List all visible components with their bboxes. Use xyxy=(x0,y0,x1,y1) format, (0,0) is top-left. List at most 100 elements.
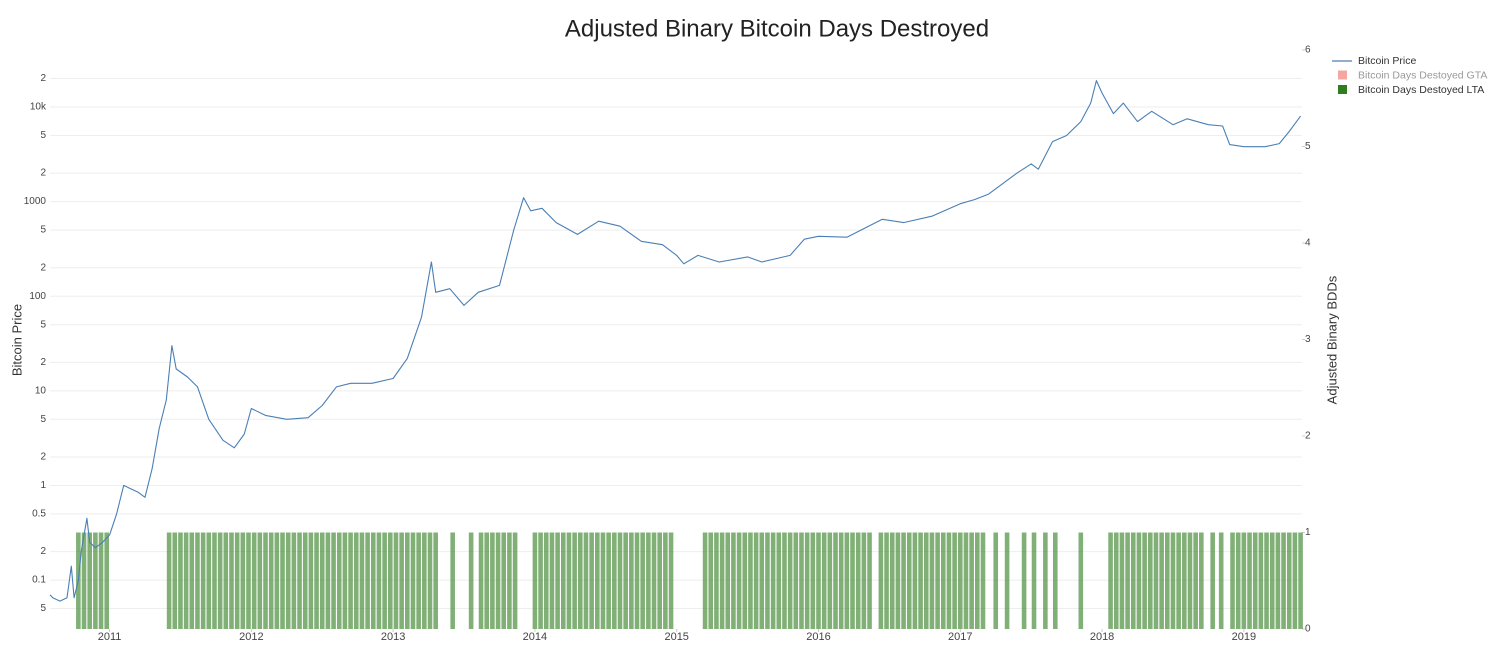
bar xyxy=(850,532,855,629)
bar xyxy=(1136,532,1142,629)
y-tick-label: 1 xyxy=(40,480,46,491)
x-tick-label: 2013 xyxy=(381,631,405,643)
bar xyxy=(1182,532,1187,629)
legend-label: Bitcoin Days Destoyed GTA xyxy=(1358,69,1487,81)
y-tick-label: 0.1 xyxy=(32,575,46,586)
bar xyxy=(183,532,189,629)
bar xyxy=(895,532,901,629)
y2-tick-label: 4 xyxy=(1305,238,1311,249)
bar xyxy=(285,532,291,629)
bar xyxy=(308,532,314,629)
legend-swatch xyxy=(1338,70,1347,80)
bar xyxy=(640,532,645,629)
bar xyxy=(912,532,918,629)
y-tick-label: 10k xyxy=(30,102,47,113)
bar xyxy=(200,532,206,629)
bar xyxy=(657,532,662,629)
bar xyxy=(1275,532,1281,629)
bar xyxy=(81,532,87,629)
y2-tick-label: 0 xyxy=(1305,624,1311,635)
x-tick-label: 2016 xyxy=(806,631,830,643)
bar xyxy=(1269,532,1275,629)
bar xyxy=(353,532,359,629)
bar xyxy=(206,532,212,629)
bar xyxy=(963,532,969,629)
y2-tick-label: 2 xyxy=(1305,431,1311,442)
y-tick-label: 2 xyxy=(40,357,46,368)
bar xyxy=(1052,532,1058,629)
bar xyxy=(612,532,617,629)
bar xyxy=(940,532,946,629)
bar xyxy=(742,532,748,629)
bar xyxy=(583,532,589,629)
bar xyxy=(543,532,549,629)
bar xyxy=(410,532,416,629)
bar xyxy=(810,532,816,629)
bar xyxy=(495,532,501,629)
x-tick-label: 2012 xyxy=(239,631,263,643)
bar xyxy=(1281,532,1286,629)
y2-tick-label: 5 xyxy=(1305,141,1311,152)
bar xyxy=(623,532,628,629)
bar xyxy=(427,532,433,629)
bar xyxy=(1210,532,1215,629)
y-tick-label: 2 xyxy=(40,452,46,463)
bar xyxy=(993,532,999,629)
bar xyxy=(212,532,217,629)
bar xyxy=(969,532,974,629)
bar xyxy=(1119,532,1125,629)
y-tick-label: 2 xyxy=(40,73,46,84)
bar xyxy=(1193,532,1198,629)
bar xyxy=(589,532,594,629)
bar xyxy=(1031,532,1037,629)
bar xyxy=(195,532,200,629)
bar xyxy=(1292,532,1298,629)
bar xyxy=(923,532,929,629)
bar xyxy=(302,532,308,629)
bar xyxy=(291,532,297,629)
bar xyxy=(600,532,606,629)
bar xyxy=(606,532,611,629)
bar xyxy=(1159,532,1164,629)
chart-title: Adjusted Binary Bitcoin Days Destroyed xyxy=(565,15,989,42)
legend-label: Bitcoin Days Destoyed LTA xyxy=(1358,84,1484,96)
bar xyxy=(634,532,640,629)
bar xyxy=(816,532,821,629)
bar xyxy=(1199,532,1204,629)
bar xyxy=(1247,532,1252,629)
bar xyxy=(855,532,861,629)
bar xyxy=(1218,532,1224,629)
y2-tick-label: 6 xyxy=(1305,45,1311,56)
legend-label: Bitcoin Price xyxy=(1358,55,1417,67)
bar xyxy=(234,532,240,629)
bar xyxy=(901,532,906,629)
bar xyxy=(731,532,736,629)
bar xyxy=(1241,532,1247,629)
y-tick-label: 0.5 xyxy=(32,509,46,520)
y2-axis-title: Adjusted Binary BDDs xyxy=(1324,275,1339,404)
bar xyxy=(1153,532,1159,629)
bar-series xyxy=(76,532,1303,629)
bar xyxy=(646,532,651,629)
bar xyxy=(370,532,376,629)
bar xyxy=(422,532,427,629)
bar xyxy=(719,532,725,629)
bar xyxy=(1235,532,1241,629)
bar xyxy=(314,532,319,629)
bar xyxy=(538,532,543,629)
bar xyxy=(178,532,183,629)
bar xyxy=(342,532,348,629)
bar xyxy=(223,532,229,629)
bar xyxy=(668,532,674,629)
bar xyxy=(382,532,387,629)
bar xyxy=(918,532,923,629)
y-tick-label: 5 xyxy=(40,603,46,614)
bar xyxy=(229,532,234,629)
bar xyxy=(387,532,393,629)
y2-tick-label: 3 xyxy=(1305,334,1311,345)
bar xyxy=(217,532,223,629)
bar xyxy=(577,532,583,629)
bar xyxy=(268,532,274,629)
bar xyxy=(787,532,793,629)
